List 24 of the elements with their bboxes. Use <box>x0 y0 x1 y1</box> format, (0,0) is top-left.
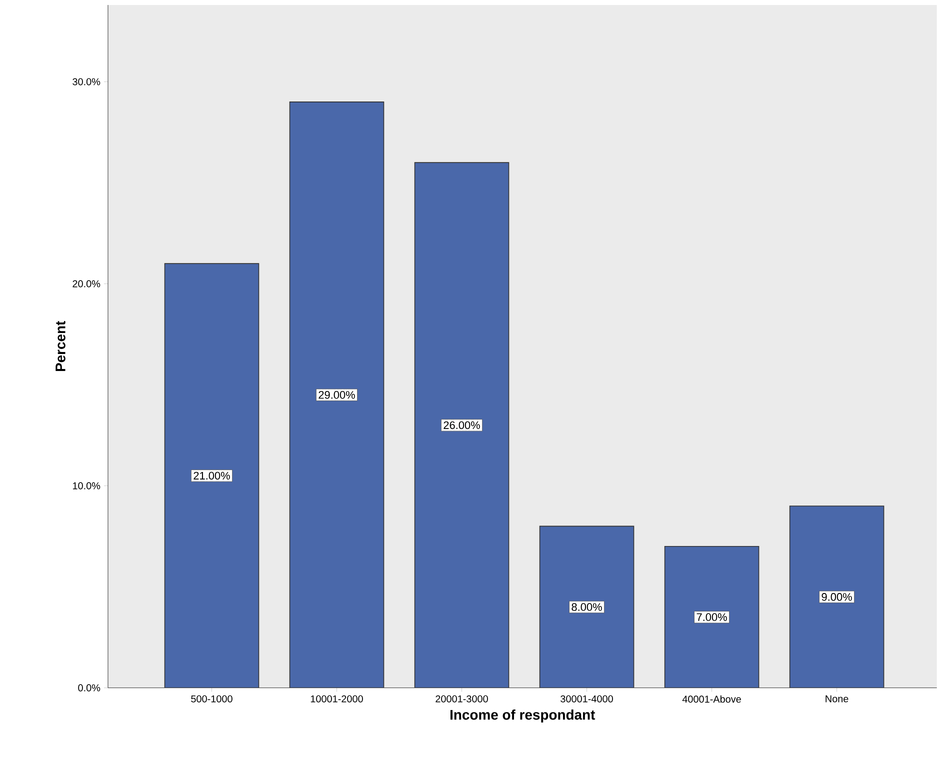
y-tick-label: 30.0% <box>72 78 100 86</box>
data-label: 9.00% <box>822 593 852 601</box>
bar <box>664 546 760 688</box>
bar <box>789 506 884 688</box>
x-tick-label: 20001-3000 <box>436 695 488 702</box>
bar <box>414 162 510 688</box>
data-label: 21.00% <box>194 472 230 480</box>
y-tick-label: 0.0% <box>78 684 100 692</box>
y-tick-label: 10.0% <box>72 482 100 490</box>
data-label: 26.00% <box>444 421 480 430</box>
y-axis-title: Percent <box>56 321 66 372</box>
y-tick-label: 20.0% <box>72 280 100 288</box>
bar <box>164 263 260 688</box>
data-label: 7.00% <box>696 613 727 622</box>
x-tick-label: 30001-4000 <box>560 695 613 702</box>
x-tick-label: 500-1000 <box>191 695 232 702</box>
data-label: 29.00% <box>318 391 355 399</box>
x-tick-label: 40001-Above <box>682 695 741 703</box>
x-tick-label: None <box>826 695 848 702</box>
bar <box>539 526 634 688</box>
x-tick-label: 10001-2000 <box>310 695 363 702</box>
data-label: 8.00% <box>572 603 602 611</box>
x-axis-title: Income of respondant <box>450 710 596 723</box>
bar <box>289 102 384 688</box>
